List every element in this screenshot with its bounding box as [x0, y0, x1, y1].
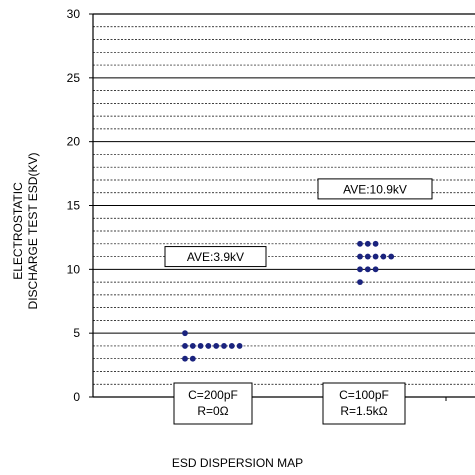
y-tick-label: 30: [67, 7, 81, 21]
data-point: [364, 253, 371, 260]
y-axis-label: ELECTROSTATIC DISCHARGE TEST ESD(KV): [11, 101, 41, 361]
data-point: [182, 355, 188, 362]
data-point: [228, 343, 235, 349]
data-point: [357, 240, 363, 247]
y-tick-label: 15: [67, 199, 81, 213]
data-point: [380, 253, 387, 260]
condition-label: R=1.5kΩ: [340, 404, 387, 418]
data-point: [182, 330, 188, 337]
condition-label: C=100pF: [339, 388, 389, 402]
data-point: [372, 266, 379, 273]
data-point: [213, 343, 220, 349]
y-tick-label: 5: [73, 326, 80, 340]
data-point: [182, 343, 188, 349]
data-point: [364, 266, 371, 273]
data-point: [357, 266, 363, 273]
data-point: [357, 279, 363, 285]
data-point: [388, 253, 395, 260]
data-point: [189, 355, 196, 362]
data-point: [205, 343, 212, 349]
condition-label: C=200pF: [188, 388, 238, 402]
data-point: [372, 240, 379, 247]
average-label-box: [164, 246, 267, 268]
x-axis-label: ESD DISPERSION MAP: [171, 456, 304, 470]
y-axis-label-line-2: DISCHARGE TEST ESD(KV): [26, 152, 40, 310]
y-axis-label-wrap: ELECTROSTATIC DISCHARGE TEST ESD(KV): [4, 0, 48, 400]
y-tick-label: 25: [67, 71, 81, 85]
y-tick-label: 0: [73, 390, 80, 404]
condition-box: [173, 382, 253, 425]
data-point: [221, 343, 227, 349]
average-label: AVE:3.9kV: [187, 250, 244, 264]
data-point: [236, 343, 243, 349]
data-point: [364, 240, 371, 247]
y-axis-label-line-1: ELECTROSTATIC: [11, 182, 25, 280]
y-tick-label: 10: [67, 262, 81, 276]
y-tick-label: 20: [67, 135, 81, 149]
data-point: [372, 253, 379, 260]
data-point: [189, 343, 196, 349]
average-label: AVE:10.9kV: [343, 182, 407, 196]
data-point: [197, 343, 204, 349]
condition-label: R=0Ω: [197, 404, 228, 418]
average-label-box: [317, 178, 433, 200]
condition-box: [322, 382, 406, 425]
data-point: [357, 253, 363, 260]
